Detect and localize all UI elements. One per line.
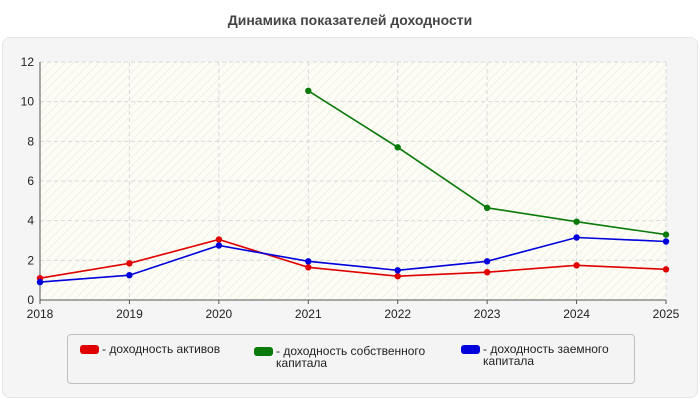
series-0-point [483,269,491,276]
series-1-point [305,87,312,95]
series-0-point [215,236,223,243]
series-1-point [483,204,491,211]
series-1-point [662,231,670,238]
y-tick-label: 8 [27,134,34,148]
series-2-point [394,267,401,274]
legend-swatch-assets [80,345,99,354]
x-tick-label: 2021 [295,307,322,321]
series-2-point [305,258,312,265]
x-tick-label: 2020 [206,307,233,321]
series-2-point [36,278,44,286]
series-2-point [126,272,133,279]
y-tick-label: 0 [27,293,34,307]
y-tick-label: 2 [27,253,34,267]
series-line-0 [39,238,667,279]
x-tick-label: 2024 [563,307,590,321]
series-0-point [305,264,312,271]
series-2-point [483,258,491,265]
series-0-point [126,260,133,267]
legend-label-equity: - доходность собственного капитала [276,344,426,370]
chart-title: Динамика показателей доходности [227,12,473,28]
x-tick-label: 2022 [384,307,411,321]
series-0-point [394,273,401,280]
series-2-point [662,238,670,245]
series-1-point [573,218,580,225]
y-tick-label: 12 [21,55,35,69]
series-0-point [662,266,670,273]
y-tick-label: 4 [27,214,34,228]
y-tick-label: 10 [21,95,35,109]
legend-swatch-debt [461,345,480,354]
legend-swatch-equity [254,347,273,356]
legend-label-assets: - доходность активов [102,342,221,356]
x-tick-label: 2023 [474,307,501,321]
series-1-point [394,144,401,151]
series-line-2 [39,236,667,283]
legend: - доходность активов - доходность собств… [67,334,635,384]
y-tick-label: 6 [27,174,34,188]
x-tick-label: 2019 [116,307,143,321]
x-tick-label: 2025 [653,307,680,321]
series-0-point [573,262,580,269]
series-2-point [215,242,223,249]
series-2-point [573,234,580,241]
legend-label-debt: - доходность заемного капитала [483,342,609,368]
x-tick-label: 2018 [27,307,54,321]
